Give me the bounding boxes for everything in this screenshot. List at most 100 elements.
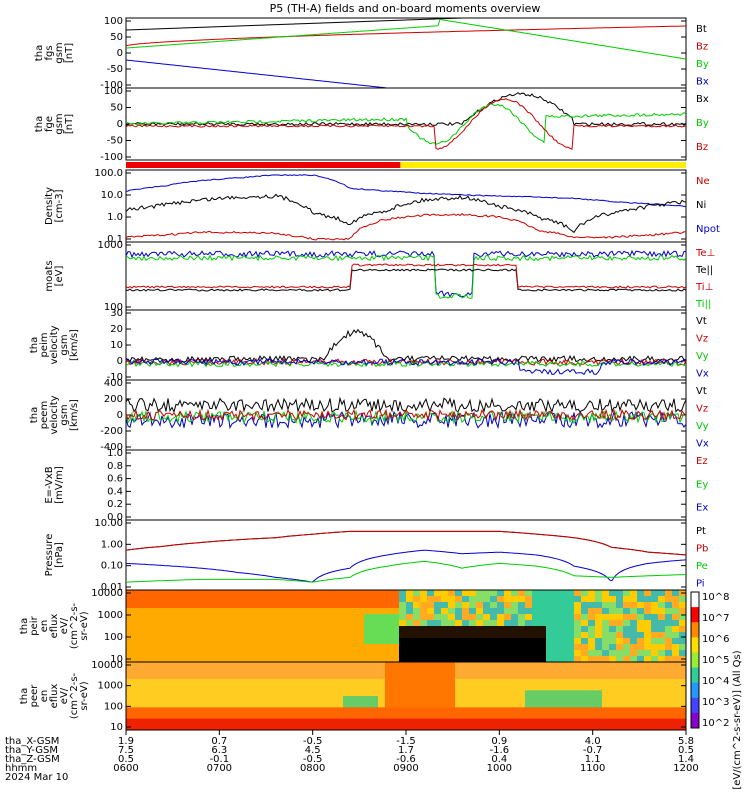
traces-density xyxy=(126,174,686,241)
y-axis-label-line: velocity xyxy=(49,325,60,364)
x-axis-value: 0700 xyxy=(207,763,232,774)
y-axis-label: tha peim velocity gsm [km/s] xyxy=(29,325,80,364)
colorbar-swatch xyxy=(691,712,699,729)
x-axis-value: 0.5 xyxy=(118,754,134,765)
y-tick-label: 0.10 xyxy=(101,561,123,572)
y-tick-label: 100 xyxy=(104,632,123,643)
y-tick-label: 1000 xyxy=(98,681,123,692)
y-axis-label-line: [eV] xyxy=(54,266,65,287)
x-axis-value: -0.7 xyxy=(583,745,603,756)
x-axis-row-label: tha_Z-GSM xyxy=(5,754,60,765)
trace-Tepar xyxy=(126,268,686,292)
legend-entry: Ti⊥ xyxy=(695,282,713,293)
y-axis-label: Pressure [nPa] xyxy=(44,534,65,577)
trace-Npot xyxy=(126,174,686,208)
legend-entry: Pe xyxy=(696,561,708,572)
legend-entry: Vt xyxy=(696,386,707,397)
legend-entry: Vx xyxy=(696,369,709,380)
panel-pressure: 10.00 1.00 0.10 0.01 Pressure [nPa] Pt Pb Pe Pi xyxy=(44,518,708,593)
y-axis-label-line: (cm^2-s- xyxy=(69,672,80,719)
x-axis-value: 0800 xyxy=(300,763,325,774)
y-axis-label: tha peer en eflux eV/(cm^2-s-sr-eV) xyxy=(19,672,90,719)
y-axis-label-line: eflux xyxy=(49,614,60,639)
colorbar-swatch xyxy=(691,607,699,623)
y-axis-label-line: fge xyxy=(44,116,55,132)
x-axis-value: 0.5 xyxy=(678,745,694,756)
colorbar-tick: 10^6 xyxy=(702,634,729,645)
y-tick-label: 10.00 xyxy=(94,518,123,529)
panel-frame xyxy=(125,449,687,521)
colorbar-tick: 10^5 xyxy=(702,655,729,666)
traces-peem_velocity xyxy=(126,396,686,430)
x-axis-value: 1.4 xyxy=(678,754,694,765)
trace-Vy xyxy=(126,360,686,368)
y-tick-label: 0.1 xyxy=(107,234,123,245)
legend-entry: Bt xyxy=(696,24,707,35)
y-axis-label: tha fge gsm [nT] xyxy=(34,113,75,134)
legend-entry: Bz xyxy=(696,42,708,53)
y-tick-label: 20 xyxy=(110,324,123,335)
legend-entry: Vz xyxy=(696,404,708,415)
colorbar-swatch xyxy=(691,697,699,714)
y-tick-label: 10 xyxy=(110,654,123,665)
legend-entry: Vx xyxy=(696,439,709,450)
panel-frame xyxy=(125,309,687,381)
y-tick-label: 30 xyxy=(110,308,123,319)
y-tick-label: 400 xyxy=(104,378,123,389)
y-axis-label-line: gsm xyxy=(54,42,65,63)
panel-density: 100.0 10.0 1.0 0.1 Density [cm-3] Ne Ni Npot xyxy=(44,168,720,245)
y-tick-label: 0.8 xyxy=(107,461,123,472)
legend-entry: By xyxy=(696,118,709,129)
colorbar-tick: 10^8 xyxy=(702,592,729,603)
colorbar-tick: 10^7 xyxy=(702,613,729,624)
y-tick-label: 10.0 xyxy=(101,190,123,201)
x-axis-value: 0900 xyxy=(393,763,418,774)
y-tick-label: 50 xyxy=(110,32,123,43)
legend-entry: Vy xyxy=(696,421,709,432)
trace-Vy xyxy=(126,409,686,425)
y-tick-label: 0.2 xyxy=(107,499,123,510)
colorbar-swatch xyxy=(691,667,699,684)
trace-Pi xyxy=(126,549,686,583)
y-axis-label-line: Pressure xyxy=(44,534,55,577)
trace-Tipar xyxy=(126,254,686,299)
legend-entry: Vt xyxy=(696,316,707,327)
trace-Vz xyxy=(126,408,686,422)
x-axis-value: 1100 xyxy=(580,763,605,774)
x-axis-row-label: tha_X-GSM xyxy=(5,736,59,747)
colorbar-tick: 10^3 xyxy=(702,697,729,708)
x-axis-value: -0.5 xyxy=(303,736,323,747)
legend-entry: Ti|| xyxy=(695,299,711,310)
y-axis-label-line: [km/s] xyxy=(69,399,80,431)
y-tick-label: 100 xyxy=(104,701,123,712)
x-axis-row-label: 2024 Mar 10 xyxy=(5,772,68,783)
y-tick-label: -100 xyxy=(100,80,123,91)
trace-Bz xyxy=(126,98,686,150)
spectrogram-peir_spec xyxy=(126,590,686,662)
x-axis-value: 5.8 xyxy=(678,736,694,747)
legend-entry: Pb xyxy=(696,544,708,555)
colorbar-swatch xyxy=(691,622,699,638)
trace-Pe xyxy=(126,560,686,583)
trace-Ne xyxy=(126,213,686,241)
y-tick-label: 50 xyxy=(110,103,123,114)
trace-By xyxy=(126,102,686,145)
colorbar-label: [eV/(cm^2-s-sr-eV)] (All Qs) xyxy=(732,650,743,789)
x-axis-row-label: tha_Y-GSM xyxy=(5,745,58,756)
traces-peim_velocity xyxy=(126,328,686,376)
y-tick-label: 0.6 xyxy=(107,474,123,485)
y-axis-label-line: tha xyxy=(34,116,45,132)
y-axis-label-line: eflux xyxy=(49,684,60,709)
y-axis-label: E=-VxB [mV/m] xyxy=(44,466,65,504)
y-tick-label: -50 xyxy=(107,64,123,75)
y-axis-label-line: peer xyxy=(29,684,40,708)
y-axis-label-line: tha xyxy=(29,337,40,353)
colorbar: 10^8 10^7 10^6 10^5 10^4 10^3 10^2 [eV/(cm^2-s-… xyxy=(690,591,743,790)
legend-entry: Ne xyxy=(696,176,710,187)
x-axis-value: 1000 xyxy=(487,763,512,774)
traces-pressure xyxy=(126,530,686,583)
y-axis-label: tha peem velocity gsm [km/s] xyxy=(29,395,80,434)
colorbar-frame xyxy=(690,591,700,729)
colorbar-tick: 10^2 xyxy=(702,718,729,729)
